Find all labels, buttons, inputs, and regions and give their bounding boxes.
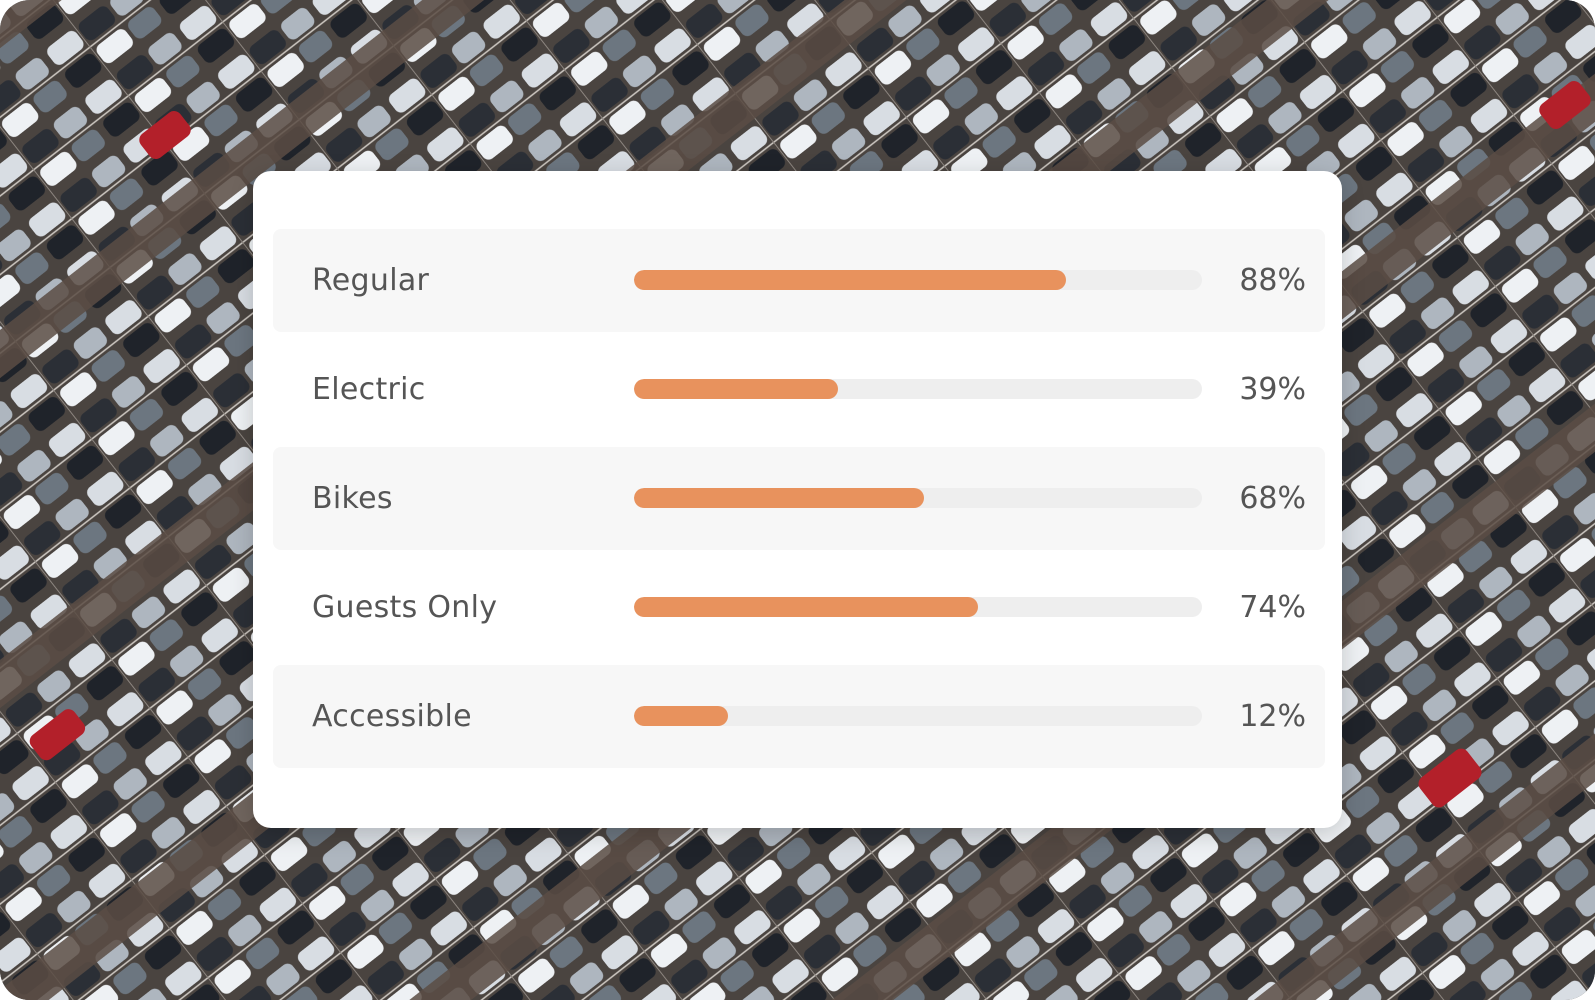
parking-row-electric: Electric 39% — [273, 338, 1325, 441]
progress-fill — [634, 270, 1066, 290]
row-percentage: 88% — [1239, 263, 1306, 298]
row-percentage: 12% — [1239, 699, 1306, 734]
row-label: Bikes — [312, 481, 393, 516]
progress-track — [634, 706, 1202, 726]
parking-row-bikes: Bikes 68% — [273, 447, 1325, 550]
progress-fill — [634, 488, 924, 508]
progress-fill — [634, 379, 839, 399]
parking-row-regular: Regular 88% — [273, 229, 1325, 332]
progress-track — [634, 488, 1202, 508]
parking-rows: Regular 88% Electric 39% Bikes 68% — [273, 229, 1325, 774]
parking-row-accessible: Accessible 12% — [273, 665, 1325, 768]
progress-track — [634, 379, 1202, 399]
row-label: Regular — [312, 263, 430, 298]
row-label: Electric — [312, 372, 426, 407]
parking-availability-card: Regular 88% Electric 39% Bikes 68% — [253, 171, 1342, 828]
row-percentage: 39% — [1239, 372, 1306, 407]
row-percentage: 74% — [1239, 590, 1306, 625]
row-percentage: 68% — [1239, 481, 1306, 516]
progress-fill — [634, 597, 978, 617]
parking-row-guests-only: Guests Only 74% — [273, 556, 1325, 659]
progress-track — [634, 597, 1202, 617]
row-label: Guests Only — [312, 590, 498, 625]
progress-fill — [634, 706, 728, 726]
row-label: Accessible — [312, 699, 472, 734]
progress-track — [634, 270, 1202, 290]
